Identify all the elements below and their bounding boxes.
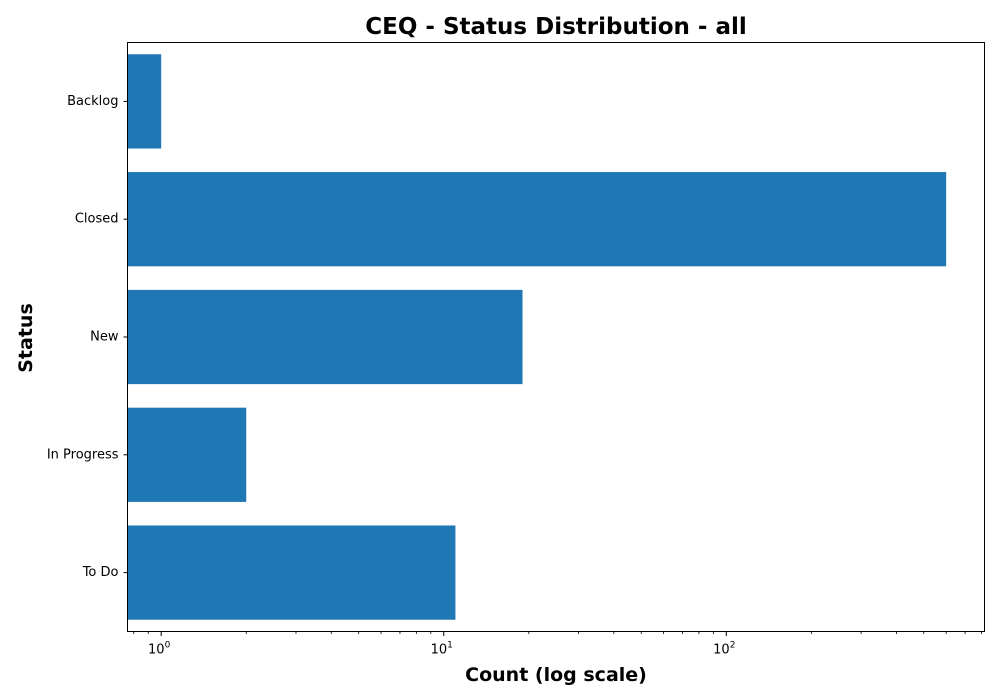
bar-new bbox=[128, 290, 523, 384]
bar-to-do bbox=[128, 525, 456, 619]
bars-layer bbox=[128, 54, 947, 619]
bar-in-progress bbox=[128, 408, 247, 502]
y-tick-label: In Progress bbox=[47, 447, 119, 462]
y-axis-label: Status bbox=[15, 303, 37, 373]
bar-backlog bbox=[128, 54, 162, 148]
y-tick-label: New bbox=[90, 330, 119, 345]
y-tick-label: Closed bbox=[75, 212, 119, 227]
y-tick-label: Backlog bbox=[67, 94, 118, 109]
chart-title: CEQ - Status Distribution - all bbox=[365, 14, 746, 40]
x-tick-label: 100 bbox=[148, 641, 171, 658]
bar-closed bbox=[128, 172, 947, 266]
x-tick-label: 102 bbox=[713, 641, 735, 658]
x-tick-label: 101 bbox=[431, 641, 453, 658]
y-tick-label: To Do bbox=[82, 565, 119, 580]
x-axis-label: Count (log scale) bbox=[465, 664, 647, 686]
